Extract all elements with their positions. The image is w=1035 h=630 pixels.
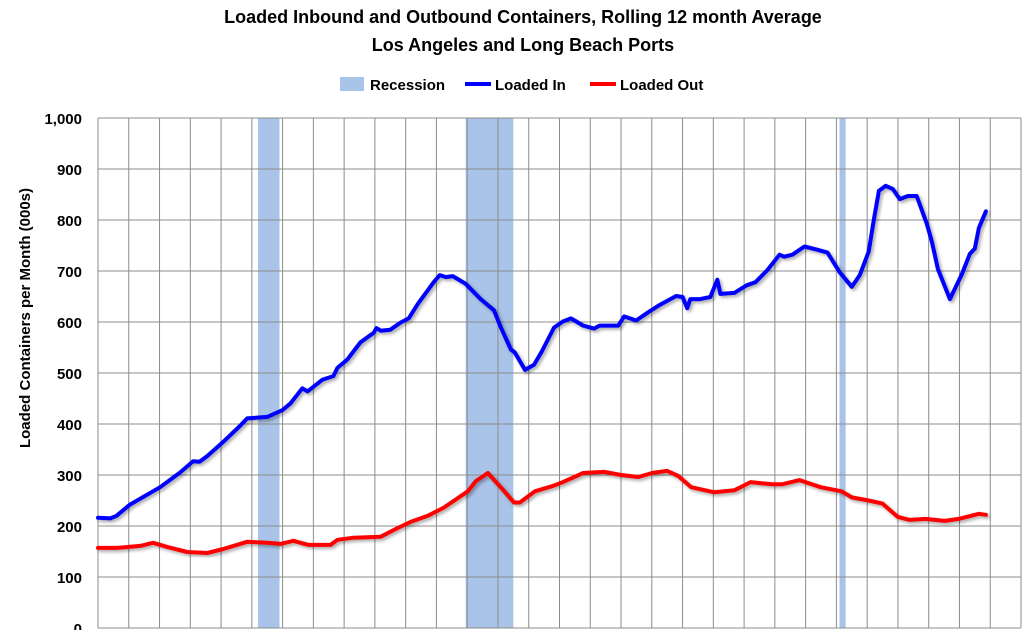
legend-label-recession: Recession (370, 77, 445, 94)
chart-subtitle: Los Angeles and Long Beach Ports (372, 35, 674, 55)
y-tick-label: 300 (57, 468, 82, 485)
y-tick-label: 700 (57, 264, 82, 281)
y-tick-label: 400 (57, 417, 82, 434)
y-tick-label: 500 (57, 366, 82, 383)
series-line-loaded-out (96, 468, 988, 555)
y-tick-label: 600 (57, 315, 82, 332)
legend-label-loaded-out: Loaded Out (620, 77, 703, 94)
y-tick-label: 200 (57, 519, 82, 536)
y-axis-title: Loaded Containers per Month (000s) (17, 188, 34, 448)
y-tick-label: 900 (57, 162, 82, 179)
y-tick-label: 1,000 (44, 111, 82, 128)
chart-title: Loaded Inbound and Outbound Containers, … (224, 7, 822, 27)
gridlines (97, 117, 1022, 629)
legend-label-loaded-in: Loaded In (495, 77, 566, 94)
y-tick-label: 800 (57, 213, 82, 230)
y-axis-ticks: 0 100 200 300 400 500 600 700 800 900 1,000 (44, 111, 82, 630)
y-tick-label: 0 (74, 621, 82, 630)
legend: Recession Loaded In Loaded Out (340, 77, 703, 94)
series (96, 183, 988, 555)
legend-swatch-recession (340, 77, 364, 91)
y-tick-label: 100 (57, 570, 82, 587)
series-line-loaded-in (96, 183, 988, 521)
